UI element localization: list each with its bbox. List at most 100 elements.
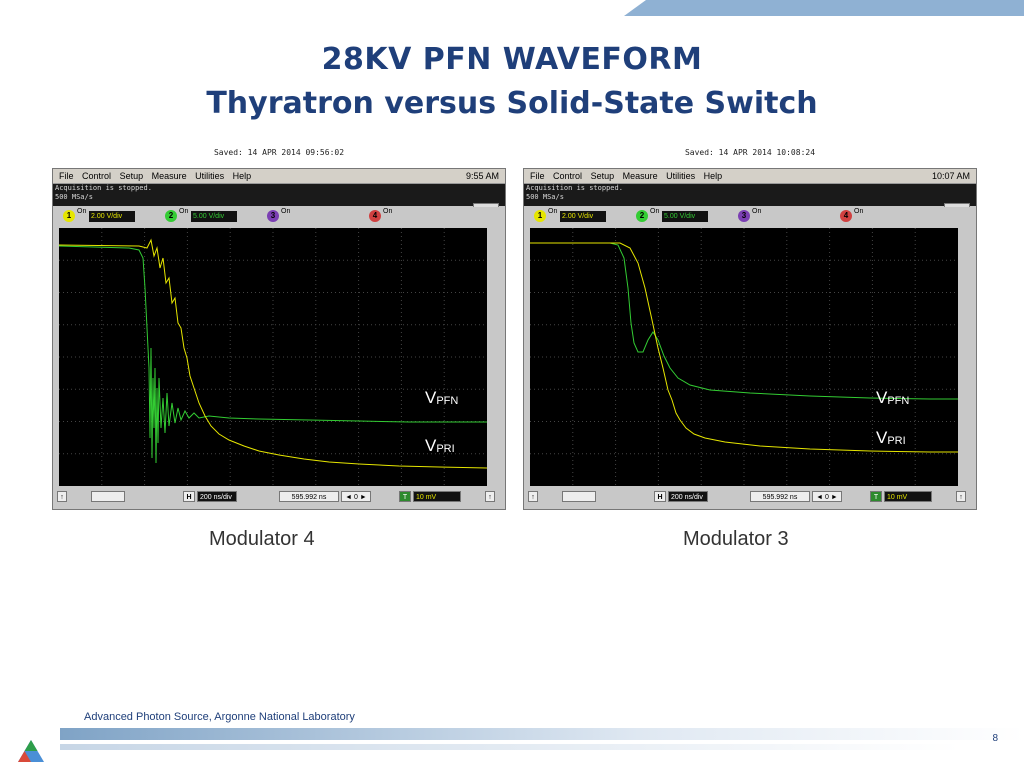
run-stop-buttons[interactable]: [91, 491, 125, 502]
menu-bar: File Control Setup Measure Utilities Hel…: [53, 169, 505, 184]
waveform-display: VPFN VPRI: [530, 228, 958, 486]
channel-1-scale[interactable]: 2.00 V/div: [89, 211, 135, 222]
caption-modulator-3: Modulator 3: [683, 528, 789, 550]
scope-frame: File Control Setup Measure Utilities Hel…: [52, 168, 506, 510]
menu-file[interactable]: File: [530, 171, 545, 181]
timebase-bar: ↑ H 200 ns/div 595.992 ns ◄ 0 ► T 10 mV …: [53, 487, 505, 507]
footer-accent-bar: [60, 728, 1024, 740]
acquisition-status: Acquisition is stopped. 500 MSa/s: [524, 184, 976, 218]
scroll-left-icon[interactable]: ↑: [528, 491, 538, 502]
channel-3-icon[interactable]: 3: [738, 210, 750, 222]
channel-2-on-checkbox[interactable]: On: [179, 208, 189, 215]
vpfn-label-main: V: [876, 388, 888, 407]
channel-2-scale[interactable]: 5.00 V/div: [191, 211, 237, 222]
menu-setup[interactable]: Setup: [590, 171, 615, 181]
menu-help[interactable]: Help: [232, 171, 252, 181]
clock: 9:55 AM: [465, 171, 499, 181]
menu-measure[interactable]: Measure: [151, 171, 187, 181]
delay-value[interactable]: 595.992 ns: [279, 491, 339, 502]
channel-1-on-checkbox[interactable]: On: [548, 208, 558, 215]
oscilloscope-window-modulator-3: Saved: 14 APR 2014 10:08:24 File Control…: [523, 146, 977, 510]
timebase-bar: ↑ H 200 ns/div 595.992 ns ◄ 0 ► T 10 mV …: [524, 487, 976, 507]
horizontal-icon: H: [183, 491, 195, 502]
vpri-trace: [58, 238, 488, 469]
argonne-logo-icon: [18, 740, 44, 762]
waveform-graticule: [58, 228, 488, 486]
channel-bar: 1 On 2.00 V/div 2 On 5.00 V/div 3 On 4 O…: [53, 207, 505, 227]
page-number: 8: [992, 733, 998, 744]
oscilloscope-window-modulator-4: Saved: 14 APR 2014 09:56:02 File Control…: [52, 146, 506, 510]
vpri-label: VPRI: [425, 436, 455, 456]
channel-3-icon[interactable]: 3: [267, 210, 279, 222]
vpri-trace: [530, 242, 958, 453]
slide-title: 28KV PFN WAVEFORM: [321, 42, 703, 77]
vpfn-label: VPFN: [425, 388, 458, 408]
footer-accent-bar-secondary: [60, 744, 960, 750]
timebase-value[interactable]: 200 ns/div: [197, 491, 237, 502]
menu-help[interactable]: Help: [703, 171, 723, 181]
menu-bar: File Control Setup Measure Utilities Hel…: [524, 169, 976, 184]
vpri-label-main: V: [425, 436, 437, 455]
timebase-value[interactable]: 200 ns/div: [668, 491, 708, 502]
saved-timestamp: Saved: 14 APR 2014 09:56:02: [213, 148, 345, 157]
channel-1-icon[interactable]: 1: [63, 210, 75, 222]
channel-1-icon[interactable]: 1: [534, 210, 546, 222]
channel-4-icon[interactable]: 4: [840, 210, 852, 222]
vpfn-label-sub: PFN: [887, 395, 910, 407]
clock: 10:07 AM: [931, 171, 970, 181]
channel-3-on-checkbox[interactable]: On: [752, 208, 762, 215]
scope-frame: File Control Setup Measure Utilities Hel…: [523, 168, 977, 510]
menu-utilities[interactable]: Utilities: [666, 171, 696, 181]
footer-text: Advanced Photon Source, Argonne National…: [84, 711, 355, 723]
trigger-icon: T: [870, 491, 882, 502]
caption-modulator-4: Modulator 4: [209, 528, 315, 550]
delay-arrows[interactable]: ◄ 0 ►: [812, 491, 842, 502]
horizontal-icon: H: [654, 491, 666, 502]
saved-timestamp: Saved: 14 APR 2014 10:08:24: [684, 148, 816, 157]
vpfn-label: VPFN: [876, 388, 909, 408]
channel-2-icon[interactable]: 2: [165, 210, 177, 222]
scroll-right-icon[interactable]: ↑: [956, 491, 966, 502]
sample-rate: 500 MSa/s: [526, 193, 564, 201]
vpri-label-sub: PRI: [436, 443, 455, 455]
scroll-right-icon[interactable]: ↑: [485, 491, 495, 502]
trigger-icon: T: [399, 491, 411, 502]
sample-rate: 500 MSa/s: [55, 193, 93, 201]
slide-subtitle: Thyratron versus Solid-State Switch: [206, 86, 818, 121]
channel-2-scale[interactable]: 5.00 V/div: [662, 211, 708, 222]
delay-value[interactable]: 595.992 ns: [750, 491, 810, 502]
vpfn-label-sub: PFN: [436, 395, 459, 407]
scroll-left-icon[interactable]: ↑: [57, 491, 67, 502]
trigger-level[interactable]: 10 mV: [884, 491, 932, 502]
channel-bar: 1 On 2.00 V/div 2 On 5.00 V/div 3 On 4 O…: [524, 207, 976, 227]
channel-4-icon[interactable]: 4: [369, 210, 381, 222]
menu-utilities[interactable]: Utilities: [195, 171, 225, 181]
vpri-label-main: V: [876, 428, 888, 447]
channel-1-scale[interactable]: 2.00 V/div: [560, 211, 606, 222]
menu-measure[interactable]: Measure: [622, 171, 658, 181]
channel-3-on-checkbox[interactable]: On: [281, 208, 291, 215]
waveform-graticule: [530, 228, 958, 486]
run-stop-buttons[interactable]: [562, 491, 596, 502]
menu-file[interactable]: File: [59, 171, 74, 181]
trigger-level[interactable]: 10 mV: [413, 491, 461, 502]
menu-setup[interactable]: Setup: [119, 171, 144, 181]
marker-strip: [487, 228, 505, 486]
menu-control[interactable]: Control: [553, 171, 583, 181]
vpfn-label-main: V: [425, 388, 437, 407]
vpri-label-sub: PRI: [887, 435, 906, 447]
delay-arrows[interactable]: ◄ 0 ►: [341, 491, 371, 502]
channel-1-on-checkbox[interactable]: On: [77, 208, 87, 215]
vpri-label: VPRI: [876, 428, 906, 448]
channel-4-on-checkbox[interactable]: On: [383, 208, 393, 215]
marker-strip: [958, 228, 976, 486]
acquisition-status: Acquisition is stopped. 500 MSa/s: [53, 184, 505, 218]
menu-control[interactable]: Control: [82, 171, 112, 181]
header-accent-bar: [624, 0, 1024, 16]
channel-4-on-checkbox[interactable]: On: [854, 208, 864, 215]
waveform-display: VPFN VPRI: [58, 228, 488, 486]
channel-2-icon[interactable]: 2: [636, 210, 648, 222]
vpfn-trace: [58, 245, 487, 464]
channel-2-on-checkbox[interactable]: On: [650, 208, 660, 215]
acquisition-text: Acquisition is stopped.: [526, 184, 623, 192]
